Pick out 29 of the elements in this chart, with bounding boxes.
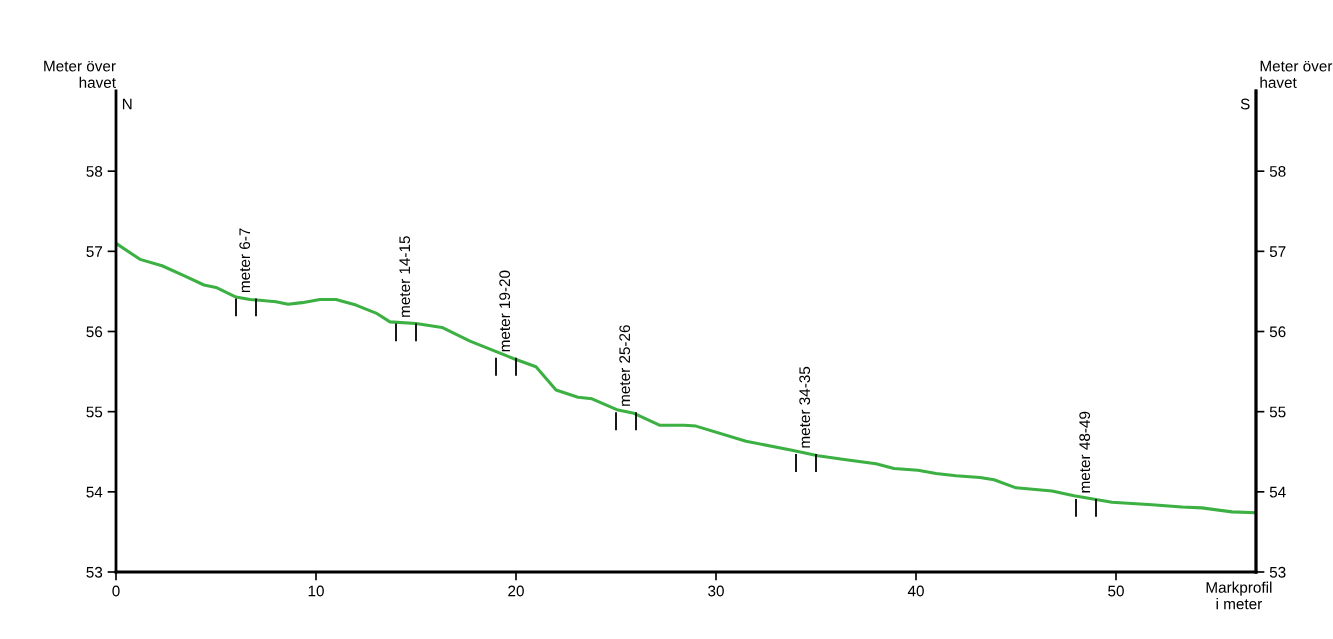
annotation: S	[1240, 98, 1250, 110]
annotation: meter 14-15	[399, 236, 411, 317]
y2-tick-label: 53	[1269, 566, 1286, 578]
y-tick-label: 54	[86, 486, 103, 498]
annotation: N	[122, 98, 132, 110]
x-tick-label: 10	[308, 585, 324, 597]
y-tick-label: 55	[86, 406, 103, 418]
x-tick-label: 20	[508, 585, 524, 597]
y-tick-label: 58	[86, 166, 103, 177]
annotation: meter 34-35	[799, 366, 811, 448]
annotation: meter 19-20	[499, 270, 511, 352]
annotation: meter 48-49	[1079, 411, 1091, 493]
annotation: meter 6-7	[239, 228, 251, 293]
y-axis-title: Meter över havet	[44, 60, 116, 88]
y2-tick-label: 57	[1269, 246, 1286, 258]
y-tick-label: 53	[86, 566, 103, 578]
y-tick-label: 56	[86, 326, 103, 338]
x-tick-label: 30	[708, 585, 724, 597]
y-tick-label: 57	[86, 246, 103, 258]
x-axis-title: Markprofil i meter	[1206, 581, 1272, 610]
x-tick-label: 50	[1108, 585, 1124, 597]
x-tick-label: 40	[907, 585, 924, 597]
annotation: meter 25-26	[619, 325, 631, 406]
y2-tick-label: 55	[1269, 406, 1286, 418]
y2-tick-label: 54	[1269, 486, 1286, 498]
y2-tick-label: 56	[1269, 326, 1286, 338]
y2-tick-label: 58	[1269, 166, 1286, 177]
x-tick-label: 0	[112, 585, 120, 597]
y2-axis-title: Meter över havet	[1260, 60, 1333, 88]
